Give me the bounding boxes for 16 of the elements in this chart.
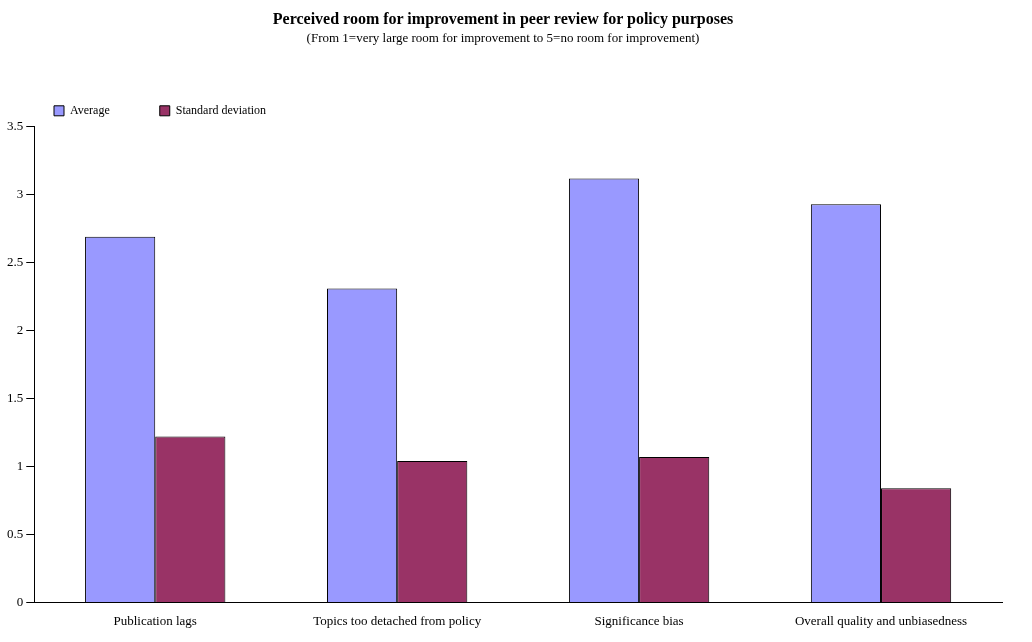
x-tick-label: Topics too detached from policy bbox=[313, 612, 482, 628]
y-tick-label: 0 bbox=[16, 593, 24, 609]
y-tick-label: 2 bbox=[16, 322, 24, 338]
legend-label: Standard deviation bbox=[175, 102, 267, 117]
chart-subtitle: (From 1=very large room for improvement to 5=no room for improvement) bbox=[306, 30, 700, 46]
x-tick-label: Overall quality and unbiasedness bbox=[794, 612, 968, 628]
y-tick-label: 3.5 bbox=[7, 118, 24, 134]
y-tick-label: 3 bbox=[16, 186, 24, 202]
y-tick-label: 0.5 bbox=[7, 525, 24, 541]
chart-title: Perceived room for improvement in peer review for policy purposes bbox=[272, 9, 734, 28]
y-tick-label: 2.5 bbox=[7, 254, 24, 270]
legend-label: Average bbox=[70, 102, 110, 117]
x-tick-label: Significance bias bbox=[594, 612, 684, 628]
y-tick-label: 1.5 bbox=[7, 389, 24, 405]
y-tick-label: 1 bbox=[16, 457, 24, 473]
x-tick-label: Publication lags bbox=[113, 612, 197, 628]
